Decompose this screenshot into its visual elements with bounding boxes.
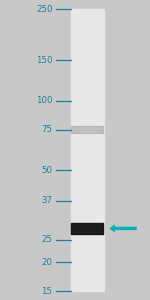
Text: 20: 20: [42, 258, 52, 267]
Text: 25: 25: [42, 235, 52, 244]
Text: 15: 15: [42, 286, 52, 296]
Text: 150: 150: [36, 56, 52, 65]
Bar: [70, 9, 104, 291]
Text: 100: 100: [36, 96, 52, 105]
Text: 75: 75: [42, 125, 52, 134]
Text: 50: 50: [42, 166, 52, 175]
Text: 250: 250: [36, 4, 52, 14]
Text: 37: 37: [42, 196, 52, 205]
